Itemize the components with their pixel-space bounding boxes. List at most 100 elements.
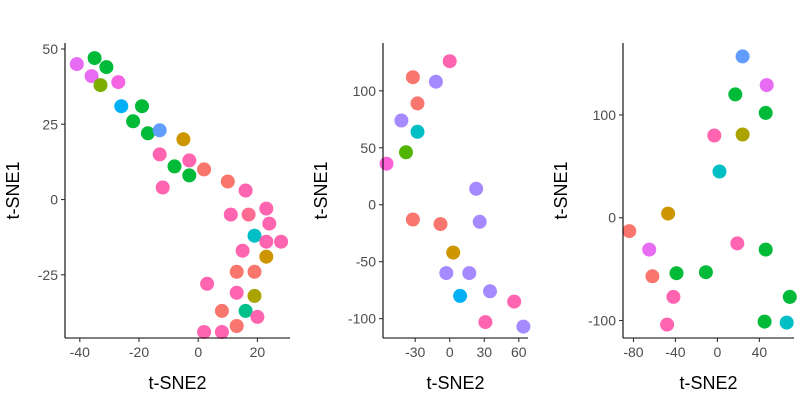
x-tick-label: 40 bbox=[752, 344, 768, 360]
data-point bbox=[229, 285, 244, 300]
y-ticks: -100 0 100 bbox=[588, 107, 623, 329]
data-point bbox=[759, 78, 774, 93]
data-point bbox=[442, 54, 457, 69]
y-tick-label: -100 bbox=[348, 311, 376, 327]
data-point bbox=[462, 266, 477, 281]
data-point bbox=[758, 242, 773, 257]
data-point bbox=[152, 123, 167, 138]
x-axis-title: t-SNE2 bbox=[679, 373, 737, 393]
data-point bbox=[410, 124, 425, 139]
data-point bbox=[114, 99, 129, 114]
y-axis-title: t-SNE1 bbox=[3, 161, 23, 219]
data-point bbox=[728, 87, 743, 102]
data-point bbox=[274, 234, 289, 249]
data-point bbox=[712, 164, 727, 179]
data-point bbox=[167, 159, 182, 174]
x-tick-label: -30 bbox=[405, 344, 425, 360]
x-tick-label: -20 bbox=[129, 344, 149, 360]
data-point bbox=[182, 168, 197, 183]
y-tick-label: 100 bbox=[353, 83, 377, 99]
data-point bbox=[176, 132, 191, 147]
data-point bbox=[622, 224, 637, 239]
data-point bbox=[87, 51, 102, 66]
data-point bbox=[661, 206, 676, 221]
data-point bbox=[259, 201, 274, 216]
x-ticks: -80 -40 0 40 bbox=[623, 338, 767, 360]
data-point bbox=[111, 75, 126, 90]
data-point bbox=[735, 49, 750, 64]
y-tick-label: 0 bbox=[608, 210, 616, 226]
x-tick-label: 60 bbox=[511, 344, 527, 360]
y-tick-label: 50 bbox=[360, 140, 376, 156]
x-axis-title: t-SNE2 bbox=[148, 373, 206, 393]
data-point bbox=[516, 319, 531, 334]
data-point bbox=[428, 74, 443, 89]
y-tick-label: -100 bbox=[588, 313, 616, 329]
data-point bbox=[135, 99, 149, 114]
data-point bbox=[758, 105, 773, 120]
data-point bbox=[182, 153, 197, 168]
x-axis-title: t-SNE2 bbox=[426, 373, 484, 393]
data-point bbox=[645, 269, 660, 284]
data-point bbox=[757, 314, 772, 329]
x-ticks: -30 0 30 60 bbox=[405, 338, 527, 360]
data-point bbox=[730, 236, 745, 251]
data-point bbox=[247, 264, 262, 279]
data-point bbox=[666, 289, 681, 304]
data-point bbox=[235, 243, 250, 258]
data-point bbox=[669, 266, 684, 281]
data-point bbox=[214, 325, 229, 339]
x-tick-label: 0 bbox=[194, 344, 202, 360]
data-point bbox=[379, 156, 394, 171]
data-point bbox=[399, 145, 413, 160]
x-tick-label: 0 bbox=[446, 344, 454, 360]
data-point bbox=[229, 264, 244, 279]
data-point bbox=[660, 317, 675, 332]
data-point bbox=[197, 325, 212, 339]
data-point bbox=[410, 96, 425, 111]
y-tick-label: -25 bbox=[38, 267, 58, 283]
data-point bbox=[259, 234, 274, 249]
data-point bbox=[433, 217, 448, 232]
data-point bbox=[394, 113, 409, 128]
data-point bbox=[439, 266, 454, 281]
data-point bbox=[782, 289, 797, 304]
x-ticks: -40 -20 0 20 bbox=[70, 338, 265, 360]
y-tick-label: 50 bbox=[42, 41, 58, 57]
data-point bbox=[250, 309, 265, 324]
points-layer bbox=[69, 51, 289, 339]
x-tick-label: 0 bbox=[714, 344, 722, 360]
x-tick-label: 30 bbox=[476, 344, 492, 360]
y-axis-title: t-SNE1 bbox=[311, 161, 331, 219]
data-point bbox=[99, 60, 114, 75]
data-point bbox=[262, 216, 277, 231]
x-tick-label: -40 bbox=[665, 344, 685, 360]
data-point bbox=[707, 128, 722, 143]
data-point bbox=[453, 288, 468, 303]
y-tick-label: 25 bbox=[42, 116, 58, 132]
data-point bbox=[405, 70, 420, 85]
y-tick-label: 0 bbox=[50, 192, 58, 208]
data-point bbox=[247, 228, 262, 243]
data-point bbox=[126, 114, 141, 129]
data-point bbox=[469, 181, 484, 196]
data-point bbox=[483, 284, 497, 299]
data-point bbox=[472, 214, 487, 229]
data-point bbox=[405, 212, 420, 227]
data-point bbox=[152, 147, 167, 162]
y-ticks: -25 0 25 50 bbox=[38, 41, 65, 283]
data-point bbox=[779, 315, 794, 330]
data-point bbox=[238, 303, 253, 318]
data-point bbox=[155, 180, 170, 195]
data-point bbox=[247, 288, 262, 303]
data-point bbox=[735, 127, 750, 142]
data-point bbox=[140, 126, 155, 141]
data-point bbox=[698, 265, 713, 280]
x-tick-label: -80 bbox=[623, 344, 643, 360]
data-point bbox=[69, 57, 84, 72]
scatter-panel-1: -40 -20 0 20 -25 0 25 50 t-SNE2 t-SNE1 bbox=[3, 41, 290, 393]
data-point bbox=[238, 183, 253, 198]
points-layer bbox=[379, 54, 531, 334]
